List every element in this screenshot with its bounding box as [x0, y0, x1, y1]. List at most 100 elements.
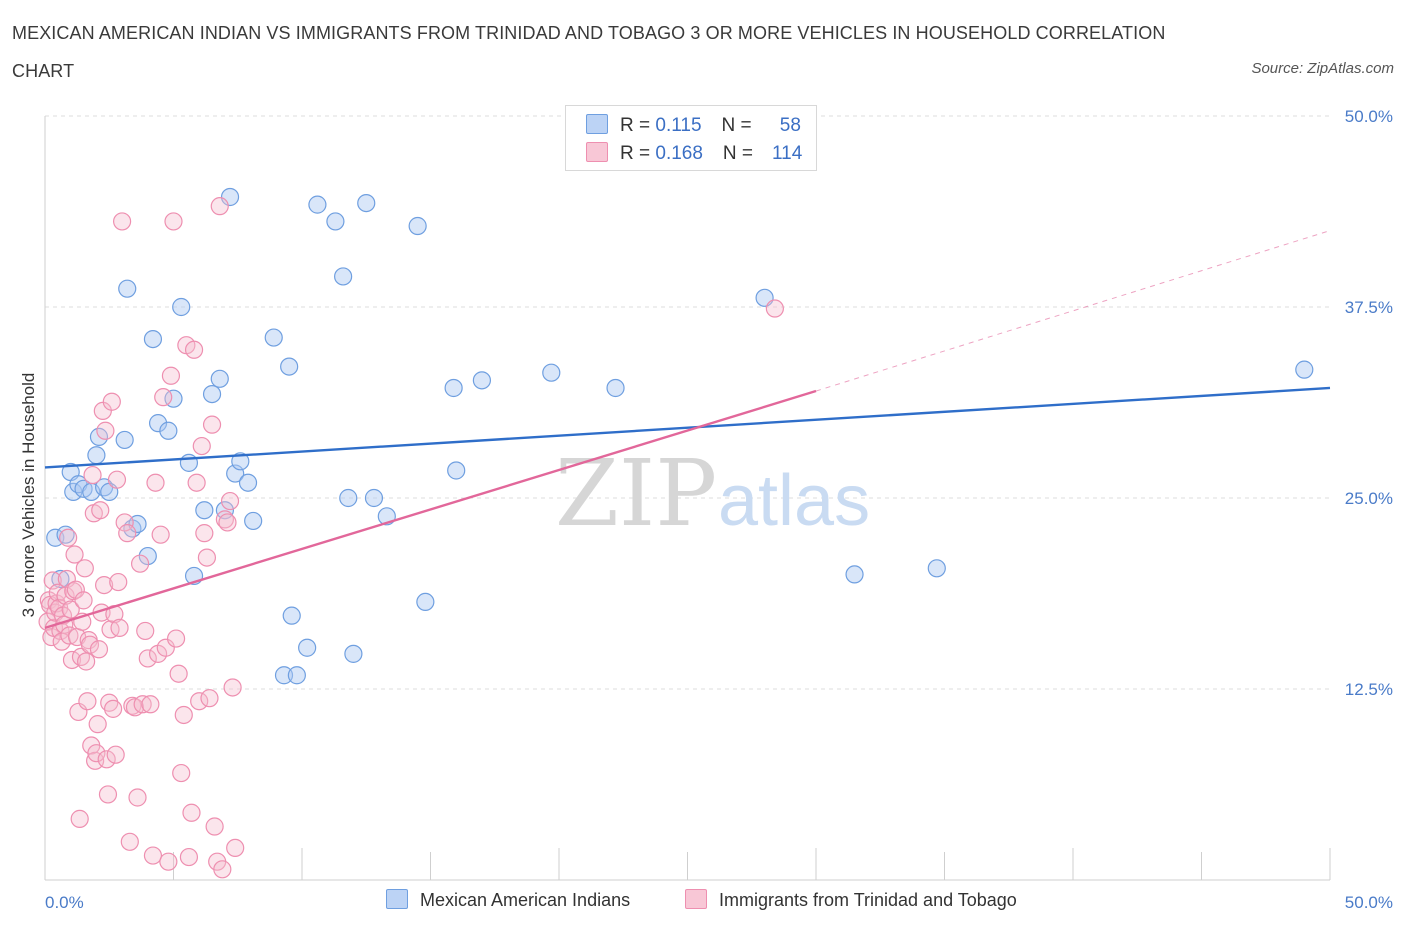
legend-swatch-blue — [586, 114, 608, 134]
data-point — [213, 860, 232, 879]
data-point — [195, 501, 214, 520]
data-point — [231, 452, 250, 471]
data-point — [223, 678, 242, 697]
trend-line — [44, 389, 817, 630]
data-point — [280, 357, 299, 376]
legend-n-label-1: N = — [721, 115, 757, 136]
data-point — [146, 473, 165, 492]
data-point — [179, 847, 199, 867]
data-point — [1295, 360, 1314, 379]
data-point — [89, 640, 109, 659]
data-point — [845, 565, 864, 584]
data-point — [138, 649, 157, 668]
watermark-zip: ZIP — [555, 440, 717, 547]
data-point — [128, 788, 147, 807]
data-point — [78, 692, 97, 711]
data-point — [182, 803, 201, 822]
series-mexican-american-indians — [46, 187, 1314, 685]
data-point — [226, 838, 245, 858]
data-point — [218, 513, 237, 532]
data-point — [143, 846, 163, 865]
legend-n-label-2: N = — [722, 143, 759, 164]
data-point — [148, 414, 168, 433]
data-point — [106, 745, 125, 764]
data-point — [46, 528, 65, 547]
data-point — [87, 744, 106, 763]
trend-lines — [44, 230, 1331, 630]
data-point — [107, 470, 127, 489]
data-point — [179, 453, 199, 472]
data-point — [172, 763, 191, 783]
data-point — [220, 187, 240, 207]
chart-title: MEXICAN AMERICAN INDIAN VS IMMIGRANTS FR… — [12, 23, 1166, 81]
data-point — [151, 525, 170, 544]
data-point — [98, 785, 118, 804]
y-tick-label: 12.5% — [1345, 680, 1393, 699]
data-point — [80, 635, 100, 654]
y-tick-label: 37.5% — [1345, 298, 1393, 317]
data-point — [159, 421, 178, 440]
data-point — [408, 216, 427, 236]
data-point — [156, 638, 175, 657]
data-point — [542, 363, 561, 382]
data-point — [166, 629, 186, 648]
y-axis-title: 3 or more Vehicles in Household — [19, 373, 38, 618]
data-point — [205, 817, 224, 836]
bottom-legend-series1: Mexican American Indians — [386, 889, 630, 911]
data-point — [56, 525, 75, 544]
data-point — [264, 328, 283, 347]
gridlines — [45, 115, 1330, 690]
data-point — [115, 513, 134, 532]
data-point — [339, 488, 358, 508]
data-point — [765, 299, 784, 318]
data-point — [87, 446, 106, 465]
legend: R = 0.115 N = 58 R = 0.168 N = 114 — [565, 105, 817, 171]
data-point — [184, 340, 204, 359]
data-point — [244, 511, 263, 531]
data-point — [444, 378, 463, 398]
data-point — [282, 606, 301, 625]
legend-r-value-2: 0.168 — [655, 143, 703, 164]
data-point — [77, 652, 96, 671]
data-point — [97, 750, 116, 769]
data-point — [141, 695, 160, 714]
legend-n-value-2: 114 — [772, 143, 803, 164]
data-point — [51, 569, 70, 589]
data-point — [364, 488, 384, 508]
data-point — [606, 378, 625, 398]
data-point — [59, 528, 78, 547]
data-point — [169, 664, 188, 683]
data-point — [192, 436, 211, 456]
data-point — [274, 666, 294, 685]
data-point — [88, 715, 107, 734]
data-point — [172, 297, 191, 317]
data-point — [357, 193, 376, 213]
legend-swatch-pink — [586, 142, 608, 162]
data-point — [109, 572, 128, 592]
data-point — [102, 392, 121, 411]
data-point — [115, 430, 134, 450]
legend-row-series1: R = 0.115 N = 58 — [586, 114, 801, 138]
axes — [44, 116, 1331, 881]
data-point — [238, 473, 258, 492]
trend-line — [44, 386, 1331, 469]
legend-r-label-2: R = — [620, 143, 656, 164]
data-point — [210, 197, 229, 216]
data-point — [195, 524, 214, 543]
data-point — [447, 461, 466, 480]
data-point — [161, 366, 181, 385]
source-label: Source: ZipAtlas.com — [1251, 60, 1394, 77]
legend-row-series2: R = 0.168 N = 114 — [586, 142, 802, 166]
tick-labels: 12.5% 25.0% 37.5% 50.0% 0.0% 50.0% — [45, 107, 1393, 912]
data-point — [344, 644, 363, 663]
data-point — [159, 852, 178, 871]
x-tick-label-min: 0.0% — [45, 893, 84, 912]
bottom-legend-swatch-pink — [685, 889, 707, 909]
data-point — [133, 695, 152, 714]
data-point — [61, 600, 80, 619]
bottom-legend-swatch-blue — [386, 889, 408, 909]
data-point — [334, 267, 353, 286]
data-point — [298, 638, 317, 657]
data-point — [326, 212, 345, 231]
data-point — [143, 329, 163, 349]
